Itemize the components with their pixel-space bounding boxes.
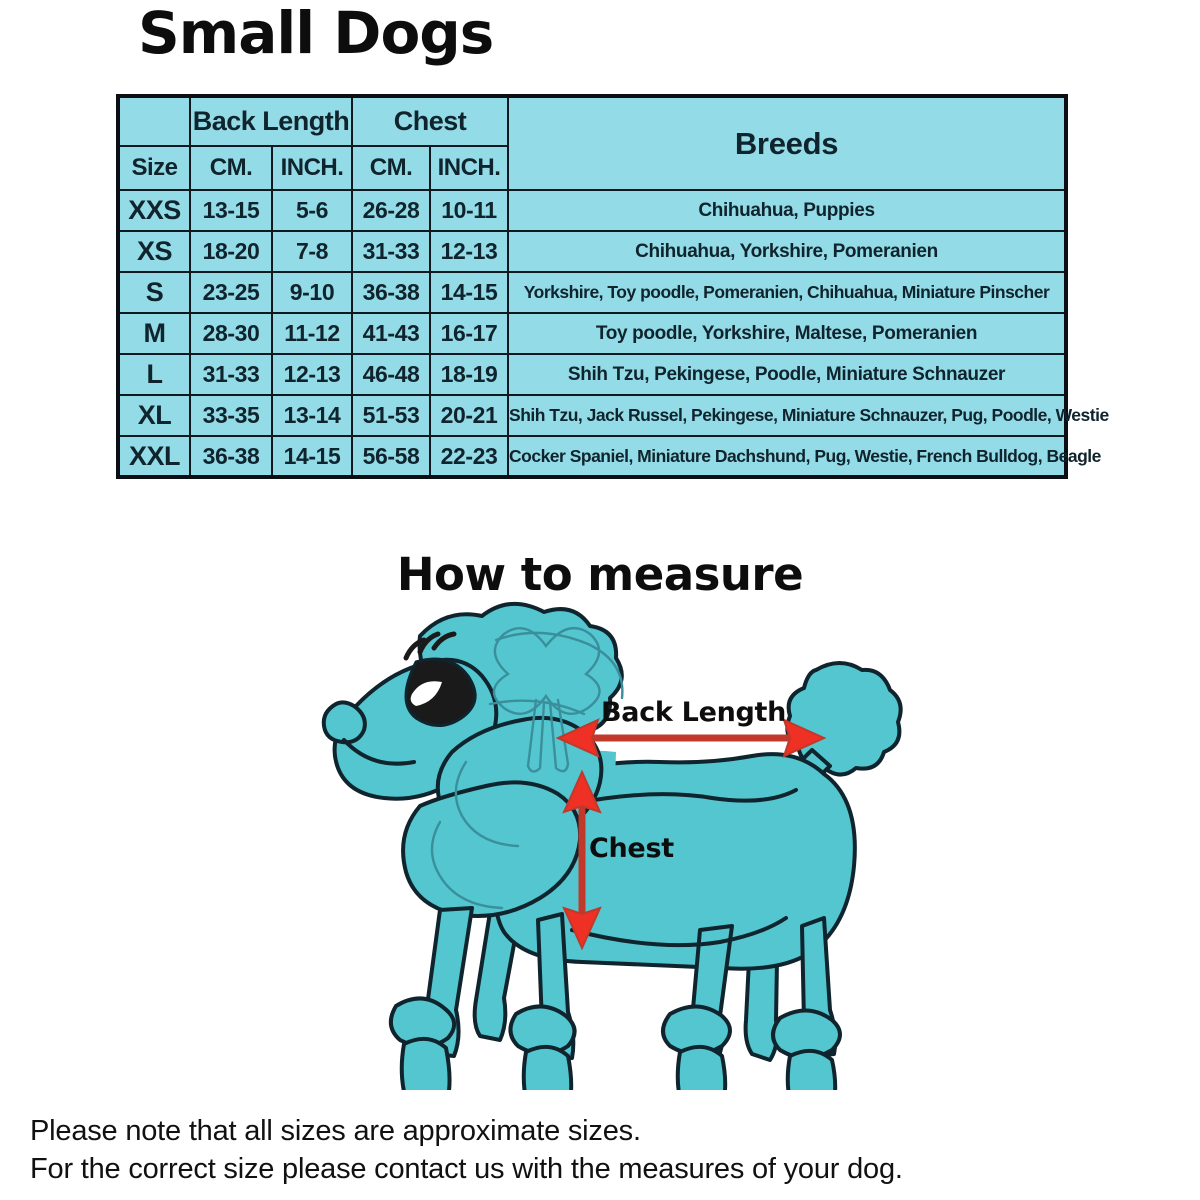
cell-back-inch: 11-12 <box>271 312 353 355</box>
cell-chest-cm: 31-33 <box>351 230 431 273</box>
cell-chest-inch: 10-11 <box>428 189 510 232</box>
cell-back-cm: 18-20 <box>189 230 273 273</box>
table-row: XXS 13-15 5-6 26-28 10-11 Chihuahua, Pup… <box>117 189 1067 232</box>
size-chart-table: Back Length Chest Breeds Size CM. INCH. … <box>116 94 1109 479</box>
table-header-unit-row: Size CM. INCH. CM. INCH. <box>117 145 1066 191</box>
cell-breeds: Yorkshire, Toy poodle, Pomeranien, Chihu… <box>507 271 1067 314</box>
cell-size: XXL <box>117 435 191 478</box>
cell-size: XL <box>117 394 191 437</box>
cell-chest-cm: 36-38 <box>351 271 431 314</box>
cell-breeds: Cocker Spaniel, Miniature Dachshund, Pug… <box>507 435 1101 478</box>
cell-chest-inch: 16-17 <box>428 312 510 355</box>
cell-breeds: Toy poodle, Yorkshire, Maltese, Pomerani… <box>507 312 1067 355</box>
dog-illustration <box>300 600 920 1090</box>
header-breeds: Breeds <box>507 95 1067 191</box>
cell-chest-cm: 51-53 <box>351 394 431 437</box>
table-row: S 23-25 9-10 36-38 14-15 Yorkshire, Toy … <box>117 271 1067 314</box>
cell-size: S <box>117 271 191 314</box>
cell-back-cm: 28-30 <box>189 312 273 355</box>
footer-note-line-2: For the correct size please contact us w… <box>30 1153 903 1186</box>
cell-back-cm: 23-25 <box>189 271 273 314</box>
how-to-measure-heading: How to measure <box>396 548 804 601</box>
header-chest-cm: CM. <box>351 145 431 191</box>
header-group-chest: Chest <box>350 95 510 147</box>
cell-back-cm: 33-35 <box>189 394 273 437</box>
cell-chest-cm: 56-58 <box>351 435 431 478</box>
cell-back-cm: 13-15 <box>189 189 273 232</box>
cell-chest-cm: 41-43 <box>351 312 431 355</box>
dog-eye-icon <box>403 631 477 727</box>
cell-back-inch: 13-14 <box>271 394 353 437</box>
cell-size: XXS <box>117 189 191 232</box>
table-row: XXL 36-38 14-15 56-58 22-23 Cocker Spani… <box>117 435 1101 478</box>
cell-back-inch: 12-13 <box>271 353 353 396</box>
footer-note: Please note that all sizes are approxima… <box>30 1112 1190 1189</box>
table-body: XXS 13-15 5-6 26-28 10-11 Chihuahua, Pup… <box>117 189 1109 478</box>
page-title: Small Dogs <box>138 0 494 67</box>
poodle-icon <box>321 601 903 1062</box>
back-length-arrow-icon <box>556 718 826 758</box>
cell-size: M <box>117 312 191 355</box>
cell-back-inch: 7-8 <box>271 230 353 273</box>
cell-breeds: Shih Tzu, Pekingese, Poodle, Miniature S… <box>507 353 1067 396</box>
table-row: XS 18-20 7-8 31-33 12-13 Chihuahua, York… <box>117 230 1067 273</box>
cell-back-cm: 36-38 <box>189 435 273 478</box>
cell-chest-inch: 20-21 <box>428 394 510 437</box>
cell-back-inch: 14-15 <box>271 435 353 478</box>
cell-chest-cm: 26-28 <box>351 189 431 232</box>
cell-size: L <box>117 353 191 396</box>
header-back-length-cm: CM. <box>189 145 273 191</box>
header-group-back-length: Back Length <box>189 95 353 147</box>
table-row: L 31-33 12-13 46-48 18-19 Shih Tzu, Peki… <box>117 353 1067 396</box>
table-row: XL 33-35 13-14 51-53 20-21 Shih Tzu, Jac… <box>117 394 1109 437</box>
chest-arrow-icon <box>562 770 602 950</box>
header-corner-blank <box>117 95 191 147</box>
size-chart-table-container: Back Length Chest Breeds Size CM. INCH. … <box>116 94 1109 479</box>
header-chest-inch: INCH. <box>428 145 510 191</box>
back-length-label: Back Length <box>601 697 787 728</box>
cell-back-inch: 9-10 <box>271 271 353 314</box>
header-back-length-inch: INCH. <box>271 145 353 191</box>
footer-note-line-1: Please note that all sizes are approxima… <box>30 1115 641 1147</box>
cell-chest-inch: 18-19 <box>428 353 510 396</box>
cell-breeds: Chihuahua, Yorkshire, Pomeranien <box>507 230 1067 273</box>
cell-breeds: Chihuahua, Puppies <box>507 189 1067 232</box>
cell-chest-inch: 14-15 <box>428 271 510 314</box>
cell-size: XS <box>117 230 191 273</box>
table-header-group-row: Back Length Chest Breeds <box>117 95 1067 191</box>
table-row: M 28-30 11-12 41-43 16-17 Toy poodle, Yo… <box>117 312 1067 355</box>
chest-label: Chest <box>589 833 674 864</box>
cell-breeds: Shih Tzu, Jack Russel, Pekingese, Miniat… <box>507 394 1109 437</box>
cell-chest-inch: 12-13 <box>428 230 510 273</box>
cell-chest-cm: 46-48 <box>351 353 431 396</box>
cell-back-cm: 31-33 <box>189 353 273 396</box>
header-size: Size <box>117 145 191 191</box>
cell-chest-inch: 22-23 <box>428 435 510 478</box>
cell-back-inch: 5-6 <box>271 189 353 232</box>
